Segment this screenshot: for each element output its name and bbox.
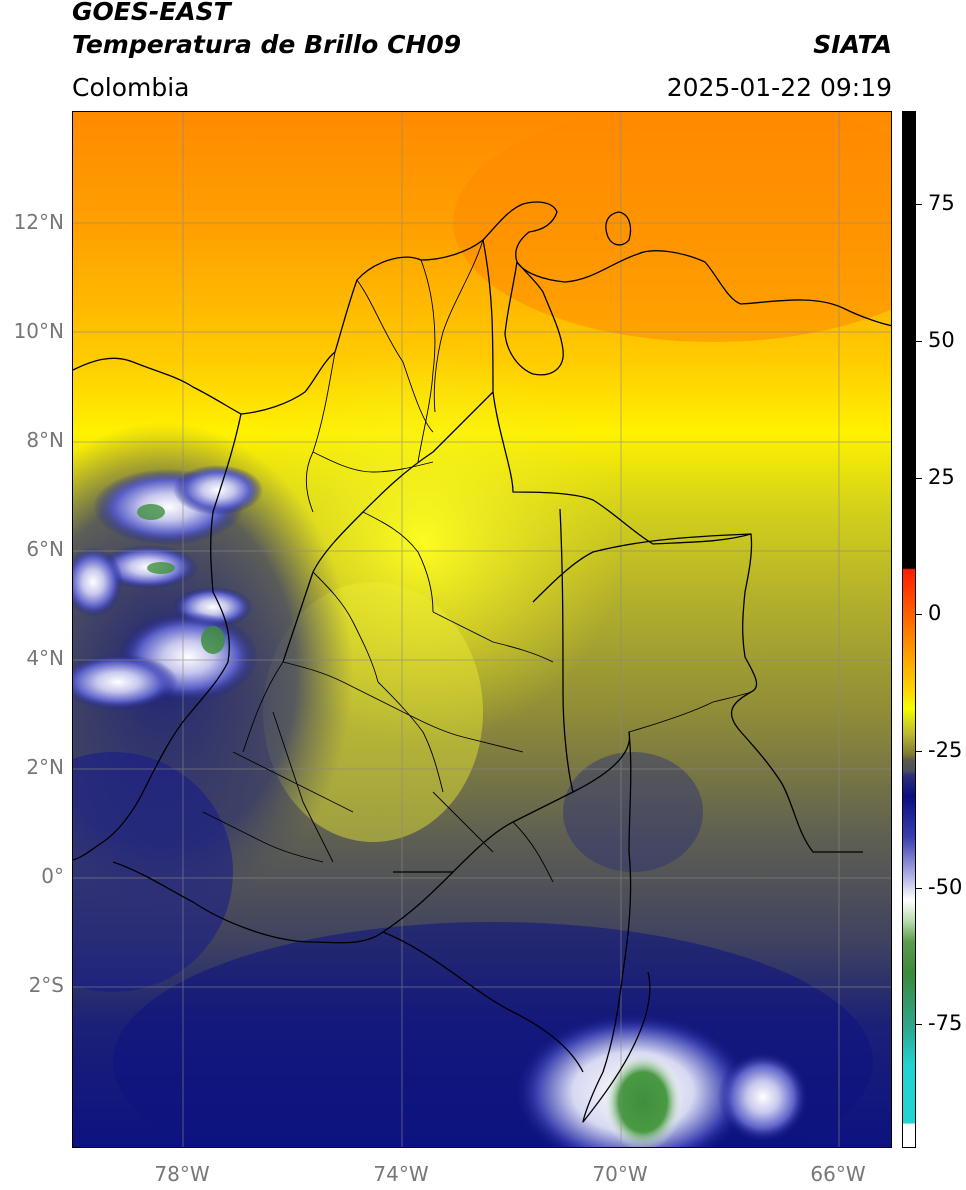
colorbar-tick (916, 1024, 922, 1025)
lat-label-12n: 12°N (13, 210, 64, 234)
lon-label-78w: 78°W (154, 1162, 210, 1186)
lat-label-6n: 6°N (26, 537, 64, 561)
colorbar-label-minus75: -75 (928, 1011, 963, 1035)
colorbar-tick (916, 614, 922, 615)
lon-label-66w: 66°W (810, 1162, 866, 1186)
colorbar-tick (916, 751, 922, 752)
lat-label-4n: 4°N (26, 646, 64, 670)
lon-label-74w: 74°W (373, 1162, 429, 1186)
lat-label-8n: 8°N (26, 428, 64, 452)
colorbar-label-minus50: -50 (928, 875, 963, 899)
lat-label-2s: 2°S (28, 973, 64, 997)
lat-label-0: 0° (41, 864, 64, 888)
satellite-map[interactable] (72, 111, 892, 1148)
colorbar-label-75: 75 (928, 191, 955, 215)
colorbar-tick (916, 478, 922, 479)
satellite-title: GOES-EAST (72, 0, 231, 26)
colorbar-tick (916, 888, 922, 889)
region-label: Colombia (72, 73, 190, 102)
colorbar-label-0: 0 (928, 601, 942, 625)
colorbar-label-50: 50 (928, 328, 955, 352)
lon-label-70w: 70°W (592, 1162, 648, 1186)
brand-label: SIATA (813, 30, 892, 59)
colorbar-label-minus25: -25 (928, 738, 963, 762)
datetime-label: 2025-01-22 09:19 (666, 73, 892, 102)
colorbar-tick (916, 341, 922, 342)
colorbar-tick (916, 204, 922, 205)
product-title: Temperatura de Brillo CH09 (72, 30, 462, 59)
colorbar (902, 111, 916, 1148)
colorbar-label-25: 25 (928, 465, 955, 489)
lat-label-2n: 2°N (26, 755, 64, 779)
lat-label-10n: 10°N (13, 319, 64, 343)
